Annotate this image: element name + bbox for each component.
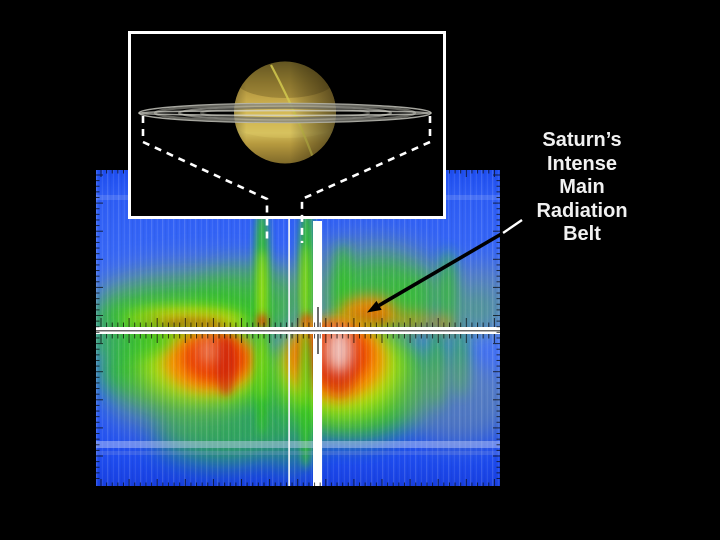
saturn-rings xyxy=(138,102,432,124)
equatorial-axis-band xyxy=(96,327,500,334)
saturn-shading xyxy=(234,61,336,164)
saturn-image xyxy=(138,61,432,164)
radiation-spectrogram xyxy=(80,170,524,486)
saturn-inset-box xyxy=(128,31,446,219)
annotation-text: Saturn’s Intense Main Radiation Belt xyxy=(536,129,628,245)
spectrogram-canvas xyxy=(80,170,524,486)
